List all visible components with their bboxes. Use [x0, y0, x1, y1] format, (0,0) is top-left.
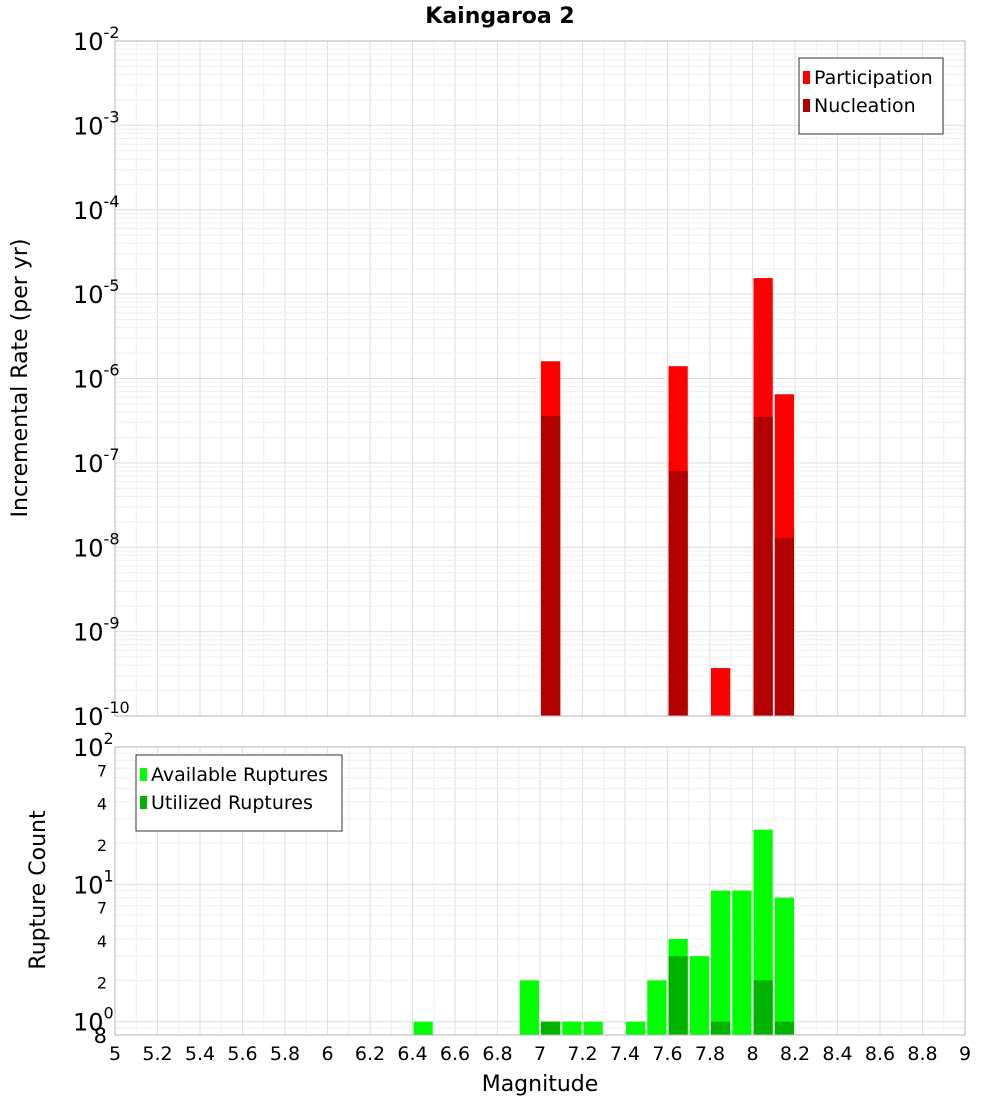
x-tick-label: 7 [534, 1043, 546, 1065]
y-tick-label: 10-9 [73, 614, 120, 647]
y-tick-label: 8 [94, 1024, 107, 1048]
x-tick-label: 5.4 [185, 1043, 215, 1065]
rate-panel: 10-10 10-9 10-8 10-7 10-6 10-5 10-4 10-3 10-2 Par… [73, 23, 966, 731]
x-tick-label: 6.2 [355, 1043, 385, 1065]
x-tick-label: 7.8 [695, 1043, 725, 1065]
y-tick-label: 2 [97, 836, 107, 855]
y-tick-label: 100 [73, 1004, 114, 1037]
bar-available-ruptures [583, 1021, 603, 1035]
x-tick-label: 8 [746, 1043, 758, 1065]
y-tick-label: 4 [97, 932, 107, 951]
y-tick-label: 10-5 [73, 276, 120, 309]
bar-available-ruptures [626, 1021, 646, 1035]
x-tick-label: 7.6 [652, 1043, 682, 1065]
bar-nucleation [753, 416, 773, 716]
y-tick-label: 10-2 [73, 23, 120, 56]
legend-label: Participation [814, 67, 933, 89]
y-tick-label: 102 [73, 729, 114, 762]
y-tick-label: 10-7 [73, 445, 120, 478]
x-tick-label: 7.4 [610, 1043, 640, 1065]
y-tick-label: 10-4 [73, 192, 120, 225]
bar-nucleation [668, 471, 688, 716]
bar-utilized-ruptures [711, 1021, 731, 1035]
x-tick-label: 6.8 [482, 1043, 512, 1065]
plot-frame [114, 40, 966, 717]
bottom-y-axis-label: Rupture Count [26, 810, 51, 970]
y-tick-label: 101 [73, 866, 114, 899]
x-tick-label: 5.8 [270, 1043, 300, 1065]
bar-participation [711, 668, 731, 716]
y-tick-label: 7 [97, 899, 107, 918]
x-tick-label: 8.2 [780, 1043, 810, 1065]
y-tick-label: 10-3 [73, 107, 120, 140]
x-tick-label: 6.4 [397, 1043, 427, 1065]
legend-label: Utilized Ruptures [151, 792, 313, 814]
bar-available-ruptures [647, 980, 667, 1035]
x-tick-label: 5.2 [142, 1043, 172, 1065]
bar-utilized-ruptures [753, 980, 773, 1035]
bar-available-ruptures [732, 890, 752, 1035]
legend-swatch [140, 768, 147, 781]
plot-frame [114, 746, 966, 1036]
bar-available-ruptures [413, 1021, 433, 1035]
bar-available-ruptures [519, 980, 539, 1035]
y-tick-label: 4 [97, 795, 107, 814]
x-tick-label: 7.2 [567, 1043, 597, 1065]
top-y-axis-label: Incremental Rate (per yr) [8, 239, 33, 518]
bar-utilized-ruptures [774, 1021, 794, 1035]
x-tick-label: 8.4 [822, 1043, 852, 1065]
y-tick-label: 2 [97, 973, 107, 992]
x-tick-label: 8.8 [907, 1043, 937, 1065]
y-tick-label: 10-10 [73, 698, 130, 731]
y-tick-label: 7 [97, 761, 107, 780]
legend-swatch [140, 796, 147, 809]
x-tick-label: 6.6 [440, 1043, 470, 1065]
x-tick-label: 5.6 [227, 1043, 257, 1065]
bar-utilized-ruptures [541, 1021, 561, 1035]
bar-available-ruptures [774, 897, 794, 1035]
bar-nucleation [774, 537, 794, 716]
legend-label: Nucleation [814, 95, 916, 117]
bar-utilized-ruptures [668, 956, 688, 1035]
legend-box [135, 754, 343, 832]
legend-box [798, 57, 944, 135]
chart-title: Kaingaroa 2 [425, 4, 574, 29]
y-tick-label: 10-6 [73, 361, 120, 394]
bar-nucleation [541, 415, 561, 716]
y-tick-label: 10-8 [73, 529, 120, 562]
bar-available-ruptures [562, 1021, 582, 1035]
legend-label: Available Ruptures [151, 764, 328, 786]
x-axis-label: Magnitude [482, 1072, 599, 1097]
bar-available-ruptures [689, 956, 709, 1035]
bar-available-ruptures [711, 890, 731, 1035]
legend-swatch [803, 71, 810, 84]
x-tick-label: 9 [959, 1043, 971, 1065]
x-tick-label: 8.6 [865, 1043, 895, 1065]
x-tick-label: 6 [321, 1043, 333, 1065]
legend-swatch [803, 99, 810, 112]
x-tick-label: 5 [109, 1043, 121, 1065]
